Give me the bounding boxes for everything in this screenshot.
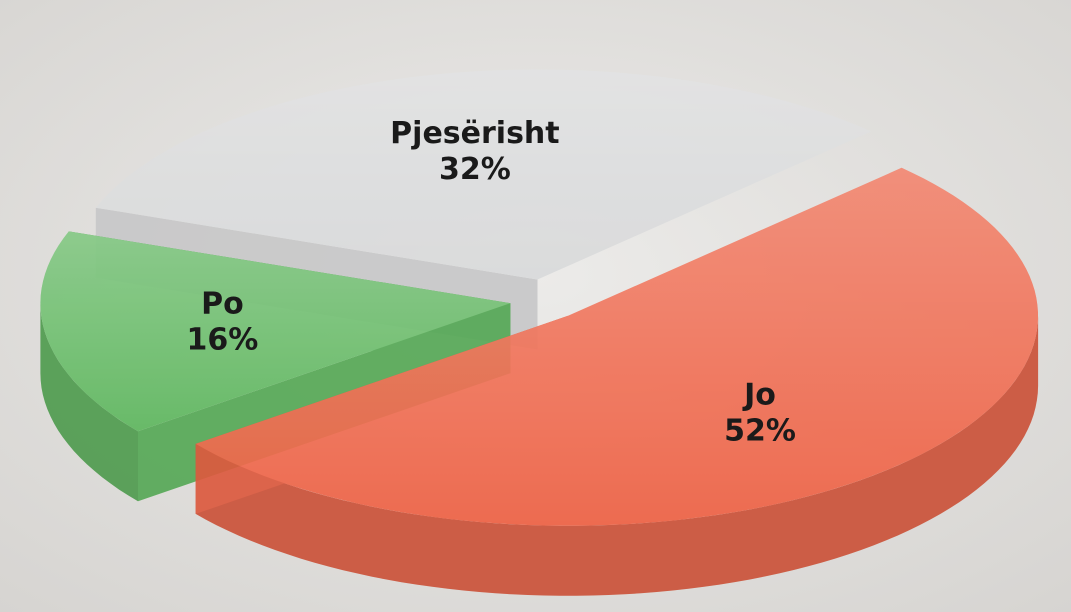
slice-top-shine (95, 69, 872, 280)
slice-value-label: 52% (724, 413, 796, 448)
slice-top-shine (195, 167, 1038, 526)
pie-slice (195, 167, 1039, 596)
slice-label: Po (201, 287, 244, 322)
slice-side-shade (195, 315, 1039, 596)
slice-top-shine (40, 231, 511, 432)
slice-side (195, 315, 1039, 596)
slice-label: Jo (742, 377, 776, 412)
slice-value-label: 32% (439, 152, 511, 187)
slice-label: Pjesërisht (390, 116, 559, 151)
pie (40, 69, 1039, 596)
slice-side (40, 303, 138, 502)
slice-value-label: 16% (187, 323, 259, 358)
slice-side-shade (40, 303, 138, 502)
